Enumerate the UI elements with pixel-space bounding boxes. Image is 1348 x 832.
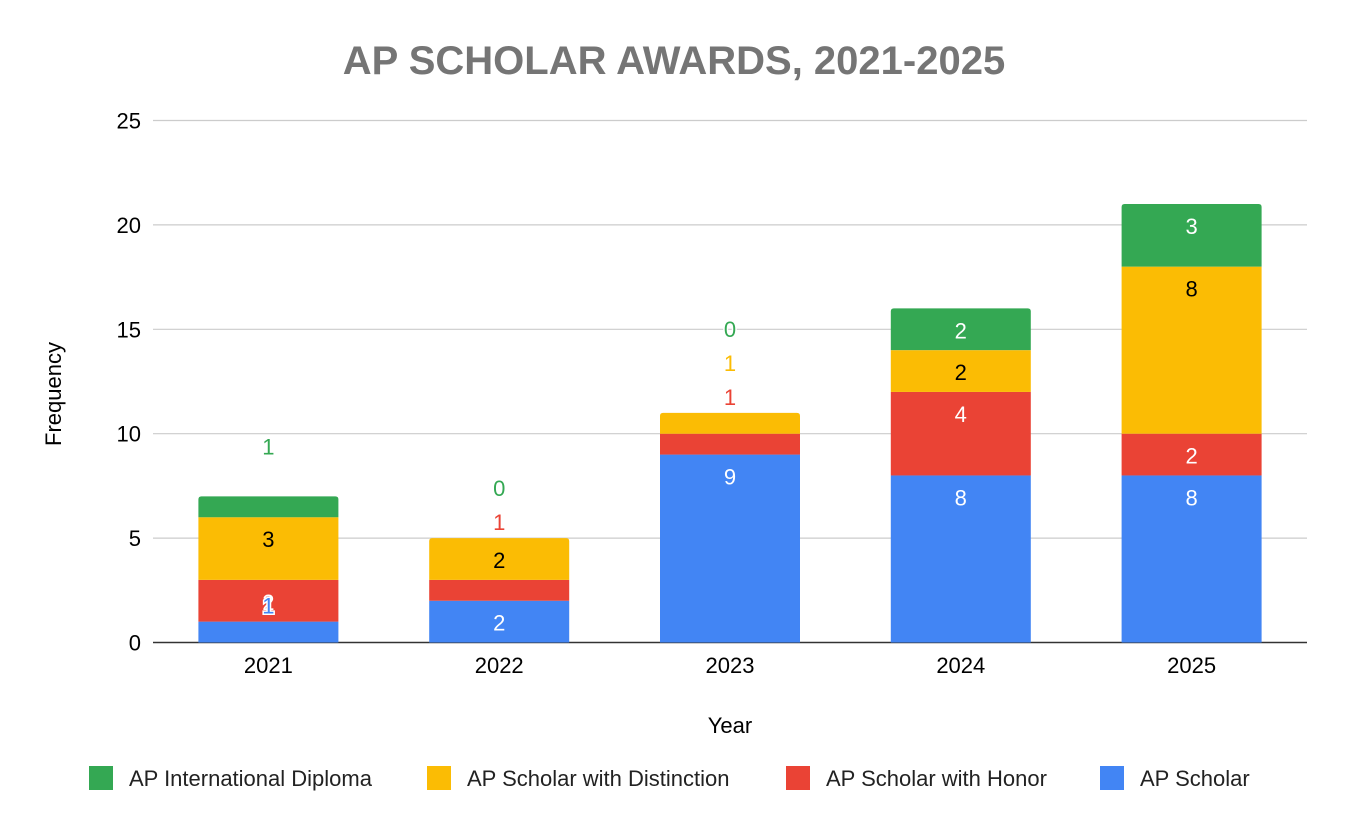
legend-label: AP Scholar with Honor bbox=[826, 766, 1047, 791]
x-tick-label: 2024 bbox=[936, 653, 985, 678]
legend-label: AP International Diploma bbox=[129, 766, 373, 791]
legend-swatch bbox=[786, 766, 810, 790]
x-tick-label: 2022 bbox=[475, 653, 524, 678]
x-axis-label: Year bbox=[708, 713, 752, 738]
bar-segment bbox=[198, 579, 339, 622]
bar-segment bbox=[429, 600, 570, 643]
bar-segment bbox=[890, 475, 1031, 643]
legend-item: AP Scholar with Honor bbox=[786, 766, 1047, 791]
data-label: 9 bbox=[724, 465, 736, 490]
bar-segment bbox=[1121, 475, 1262, 643]
y-tick-label: 25 bbox=[117, 109, 141, 134]
bar-segment bbox=[660, 454, 800, 643]
chart-title: AP SCHOLAR AWARDS, 2021-2025 bbox=[343, 39, 1005, 83]
data-label: 8 bbox=[955, 485, 967, 510]
data-label: 2 bbox=[262, 590, 274, 615]
y-tick-label: 20 bbox=[117, 213, 141, 238]
bar-segment bbox=[890, 308, 1031, 351]
x-tick-label: 2023 bbox=[706, 653, 755, 678]
legend-label: AP Scholar with Distinction bbox=[467, 766, 730, 791]
bar-segment bbox=[660, 433, 800, 455]
legend-item: AP International Diploma bbox=[89, 766, 373, 791]
bar-segment bbox=[1121, 433, 1262, 476]
bar-segment bbox=[890, 350, 1031, 392]
y-tick-label: 10 bbox=[117, 422, 141, 447]
data-label: 4 bbox=[955, 402, 967, 427]
legend-item: AP Scholar with Distinction bbox=[427, 766, 730, 791]
data-label: 2 bbox=[493, 548, 505, 573]
bars bbox=[198, 204, 1262, 643]
bar-segment bbox=[1121, 204, 1262, 267]
data-label: 3 bbox=[262, 527, 274, 552]
data-label: 1 bbox=[262, 594, 274, 619]
data-label: 0 bbox=[493, 476, 505, 501]
legend: AP International Diploma AP Scholar with … bbox=[89, 766, 1250, 791]
data-label: 8 bbox=[1185, 485, 1197, 510]
data-label: 1 bbox=[724, 385, 736, 410]
data-label: 3 bbox=[1185, 214, 1197, 239]
legend-swatch bbox=[89, 766, 113, 790]
y-tick-label: 0 bbox=[129, 631, 141, 656]
y-axis-label: Frequency bbox=[41, 342, 66, 446]
bar-segment bbox=[890, 391, 1031, 476]
x-tick-label: 2021 bbox=[244, 653, 293, 678]
data-label: 1 bbox=[262, 434, 274, 459]
bar-segment bbox=[198, 621, 339, 643]
data-label: 1 bbox=[724, 351, 736, 376]
data-label: 1 bbox=[493, 510, 505, 535]
bar-segment bbox=[198, 517, 339, 580]
legend-swatch bbox=[1100, 766, 1124, 790]
x-axis-ticks: 2021 2022 2023 2024 2025 bbox=[244, 653, 1216, 678]
data-label: 0 bbox=[724, 317, 736, 342]
data-label: 2 bbox=[493, 611, 505, 636]
bar-segment bbox=[429, 538, 570, 580]
bar-segment bbox=[1121, 266, 1262, 434]
y-axis-ticks: 0 5 10 15 20 25 bbox=[117, 109, 141, 656]
bar-segment bbox=[660, 412, 800, 434]
x-tick-label: 2025 bbox=[1167, 653, 1216, 678]
y-tick-label: 15 bbox=[117, 317, 141, 342]
legend-item: AP Scholar bbox=[1100, 766, 1250, 791]
data-label: 2 bbox=[955, 360, 967, 385]
data-label: 8 bbox=[1185, 277, 1197, 302]
bar-segment bbox=[198, 496, 339, 518]
data-label: 2 bbox=[1185, 444, 1197, 469]
legend-swatch bbox=[427, 766, 451, 790]
y-tick-label: 5 bbox=[129, 526, 141, 551]
legend-label: AP Scholar bbox=[1140, 766, 1250, 791]
bar-segment bbox=[429, 579, 570, 601]
data-label: 2 bbox=[955, 318, 967, 343]
